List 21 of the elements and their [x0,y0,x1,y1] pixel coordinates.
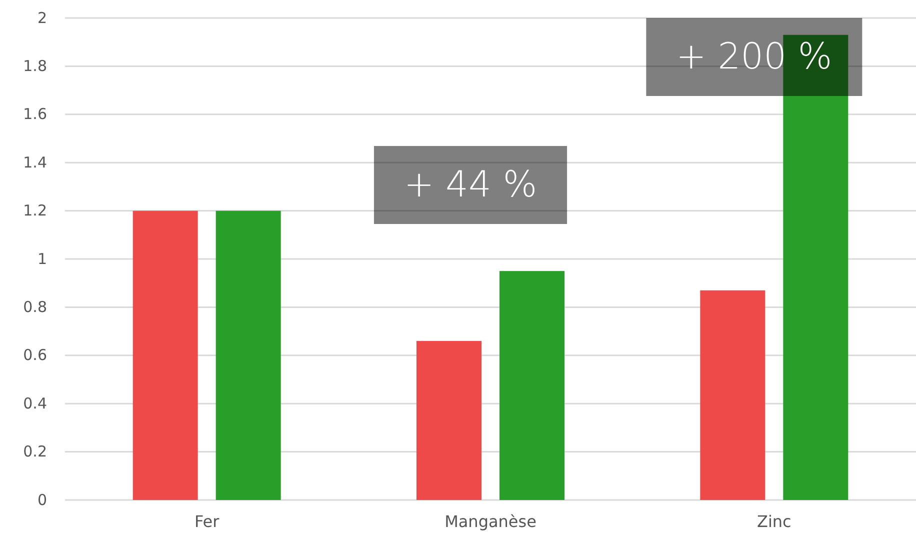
y-tick-label: 1 [37,250,47,268]
y-tick-label: 0 [37,490,47,509]
annotation: + 44 % [404,164,538,206]
bar [416,340,482,500]
y-tick-label: 1.8 [23,57,47,75]
y-tick-label: 0.8 [23,298,47,316]
bar [216,210,281,500]
y-tick-label: 0.4 [23,394,47,412]
x-tick-label: Zinc [756,512,792,531]
x-tick-label: Fer [194,512,220,531]
y-tick-label: 1.2 [23,202,47,220]
bar [500,271,564,500]
bar [783,34,848,500]
bar [700,290,766,500]
x-tick-label: Manganèse [444,512,536,531]
y-tick-label: 1.4 [23,153,47,172]
y-tick-label: 0.6 [23,346,47,364]
bar [132,210,198,500]
y-tick-label: 1.6 [23,105,47,124]
y-tick-label: 2 [37,8,47,27]
y-tick-label: 0.2 [23,442,47,461]
